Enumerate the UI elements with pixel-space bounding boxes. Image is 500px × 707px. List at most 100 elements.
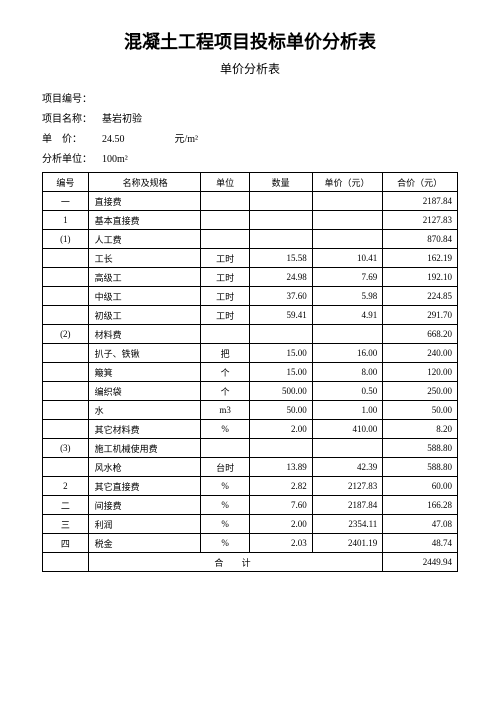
cell-id: (2) (43, 325, 89, 344)
meta-value: 100m² (102, 151, 128, 169)
meta-label: 单 价： (42, 131, 100, 149)
table-row: 一直接费2187.84 (43, 192, 458, 211)
cell-id (43, 306, 89, 325)
cell-id (43, 363, 89, 382)
cell-total: 47.08 (383, 515, 458, 534)
cell-price: 1.00 (312, 401, 383, 420)
meta-unit: 元/m² (175, 131, 199, 149)
table-header-row: 编号 名称及规格 单位 数量 单价（元） 合价（元） (43, 173, 458, 192)
table-row: 高级工工时24.987.69192.10 (43, 268, 458, 287)
cell-price (312, 192, 383, 211)
cell-total: 250.00 (383, 382, 458, 401)
cell-id (43, 249, 89, 268)
cell-total: 224.85 (383, 287, 458, 306)
cell-total: 240.00 (383, 344, 458, 363)
cell-unit: 工时 (200, 306, 250, 325)
col-header-unit: 单位 (200, 173, 250, 192)
cell-name: 扒子、铁锹 (88, 344, 200, 363)
cell-total: 588.80 (383, 439, 458, 458)
cell-qty: 15.58 (250, 249, 312, 268)
table-row: 扒子、铁锹把15.0016.00240.00 (43, 344, 458, 363)
cell-id: 二 (43, 496, 89, 515)
cell-total: 60.00 (383, 477, 458, 496)
cell-name: 其它直接费 (88, 477, 200, 496)
col-header-total: 合价（元） (383, 173, 458, 192)
cell-total: 120.00 (383, 363, 458, 382)
cell-id (43, 420, 89, 439)
cell-qty (250, 325, 312, 344)
cell-id: 一 (43, 192, 89, 211)
cell-price: 8.00 (312, 363, 383, 382)
cell-id (43, 401, 89, 420)
cell-qty: 13.89 (250, 458, 312, 477)
cell-total: 192.10 (383, 268, 458, 287)
cell-name: 风水枪 (88, 458, 200, 477)
cell-unit: 工时 (200, 268, 250, 287)
cell-price (312, 211, 383, 230)
table-row: 四税金%2.032401.1948.74 (43, 534, 458, 553)
cell-price: 42.39 (312, 458, 383, 477)
cell-unit (200, 439, 250, 458)
meta-label: 项目编号： (42, 91, 100, 109)
cell-qty: 2.00 (250, 515, 312, 534)
cell-unit (200, 325, 250, 344)
cell-qty: 15.00 (250, 344, 312, 363)
cell-id: 2 (43, 477, 89, 496)
cell-id (43, 268, 89, 287)
cell-price (312, 325, 383, 344)
cell-name: 编织袋 (88, 382, 200, 401)
table-row: 中级工工时37.605.98224.85 (43, 287, 458, 306)
cell-qty: 59.41 (250, 306, 312, 325)
cell-unit: 把 (200, 344, 250, 363)
table-row: 编织袋个500.000.50250.00 (43, 382, 458, 401)
cell-qty: 37.60 (250, 287, 312, 306)
cell-price (312, 439, 383, 458)
table-row: 初级工工时59.414.91291.70 (43, 306, 458, 325)
cell-name: 直接费 (88, 192, 200, 211)
table-row: 其它材料费%2.00410.008.20 (43, 420, 458, 439)
cell-price: 2127.83 (312, 477, 383, 496)
table-row: (2)材料费668.20 (43, 325, 458, 344)
meta-label: 项目名称： (42, 111, 100, 129)
cell-unit: 工时 (200, 249, 250, 268)
meta-label: 分析单位： (42, 151, 100, 169)
cell-qty: 2.82 (250, 477, 312, 496)
cell-price: 10.41 (312, 249, 383, 268)
cell-name: 水 (88, 401, 200, 420)
cell-unit (200, 211, 250, 230)
cell-unit: % (200, 477, 250, 496)
col-header-qty: 数量 (250, 173, 312, 192)
cell-qty: 24.98 (250, 268, 312, 287)
cell-total: 48.74 (383, 534, 458, 553)
cell-unit (200, 192, 250, 211)
cell-name: 利润 (88, 515, 200, 534)
meta-project-code: 项目编号： (42, 91, 458, 109)
cell-unit: % (200, 534, 250, 553)
cell-qty (250, 439, 312, 458)
cell-name: 人工费 (88, 230, 200, 249)
cell-unit: % (200, 496, 250, 515)
cell-price: 16.00 (312, 344, 383, 363)
cell-qty: 2.03 (250, 534, 312, 553)
cell-qty (250, 192, 312, 211)
cell-price: 410.00 (312, 420, 383, 439)
cell-name: 工长 (88, 249, 200, 268)
cell-qty: 2.00 (250, 420, 312, 439)
cell-total: 2127.83 (383, 211, 458, 230)
cell-qty: 7.60 (250, 496, 312, 515)
cell-name: 间接费 (88, 496, 200, 515)
meta-unit-price: 单 价： 24.50 元/m² (42, 131, 458, 149)
meta-project-name: 项目名称： 基岩初验 (42, 111, 458, 129)
cell-total: 162.19 (383, 249, 458, 268)
cell-sum-total: 2449.94 (383, 553, 458, 572)
table-row: 簸箕个15.008.00120.00 (43, 363, 458, 382)
cell-total: 8.20 (383, 420, 458, 439)
table-row: 工长工时15.5810.41162.19 (43, 249, 458, 268)
cell-name: 簸箕 (88, 363, 200, 382)
cell-total: 870.84 (383, 230, 458, 249)
cell-id (43, 382, 89, 401)
cell-name: 基本直接费 (88, 211, 200, 230)
cell-id: 四 (43, 534, 89, 553)
cell-unit: 个 (200, 363, 250, 382)
cell-price (312, 230, 383, 249)
